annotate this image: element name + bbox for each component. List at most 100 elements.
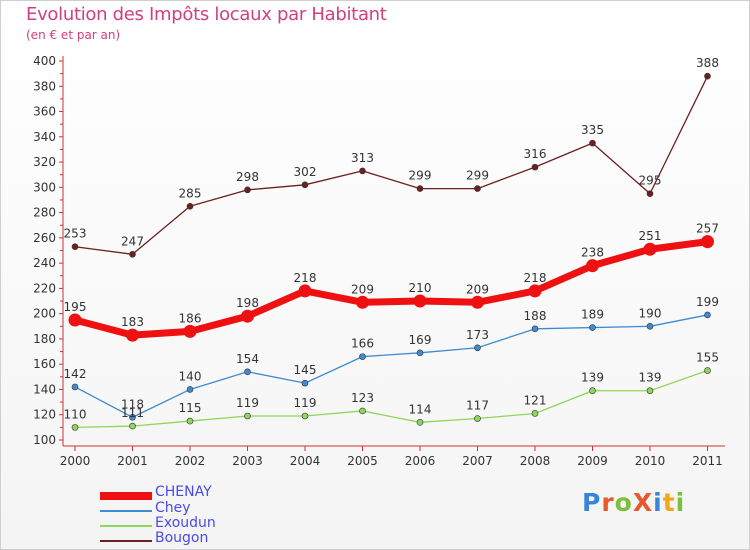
data-label-chenay: 210 bbox=[409, 281, 432, 295]
y-tick-label: 400 bbox=[33, 54, 56, 68]
x-tick-label: 2003 bbox=[232, 454, 263, 468]
data-label-chey: 142 bbox=[64, 367, 87, 381]
data-label-chenay: 238 bbox=[581, 246, 604, 260]
data-label-exoudun: 115 bbox=[179, 401, 202, 415]
data-label-chey: 190 bbox=[639, 306, 662, 320]
data-point-chey bbox=[474, 344, 481, 352]
data-label-chenay: 195 bbox=[64, 300, 87, 314]
data-point-bougon bbox=[704, 72, 711, 80]
data-point-exoudun bbox=[186, 417, 194, 425]
data-label-bougon: 298 bbox=[236, 170, 259, 184]
data-label-bougon: 316 bbox=[524, 147, 547, 161]
data-label-exoudun: 110 bbox=[64, 407, 87, 421]
y-tick-label: 300 bbox=[33, 180, 56, 194]
data-label-chey: 189 bbox=[581, 308, 604, 322]
series-line-chey bbox=[74, 314, 709, 418]
data-label-bougon: 313 bbox=[351, 151, 374, 165]
data-point-bougon bbox=[129, 250, 136, 258]
data-label-chey: 173 bbox=[466, 328, 489, 342]
x-tick-label: 2010 bbox=[635, 454, 666, 468]
data-label-exoudun: 119 bbox=[294, 396, 317, 410]
x-tick-label: 2005 bbox=[347, 454, 378, 468]
data-point-chenay bbox=[241, 309, 254, 323]
data-label-chey: 118 bbox=[121, 397, 144, 411]
data-point-exoudun bbox=[129, 422, 136, 430]
y-tick-label: 160 bbox=[33, 357, 56, 371]
chart-title: Evolution des Impôts locaux par Habitant bbox=[26, 4, 387, 25]
data-label-exoudun: 111 bbox=[121, 406, 144, 420]
data-label-exoudun: 117 bbox=[466, 399, 489, 413]
legend-swatch-exoudun bbox=[100, 525, 152, 527]
y-tick-label: 240 bbox=[33, 256, 56, 270]
y-tick-label: 180 bbox=[33, 332, 56, 346]
data-label-chenay: 209 bbox=[351, 282, 374, 296]
data-label-exoudun: 114 bbox=[409, 402, 432, 416]
data-label-chenay: 183 bbox=[121, 315, 144, 329]
logo-letter: r bbox=[601, 488, 615, 517]
data-label-chenay: 209 bbox=[466, 282, 489, 296]
x-tick-label: 2009 bbox=[577, 454, 608, 468]
data-point-exoudun bbox=[589, 387, 596, 395]
proxiti-logo: ProXiti bbox=[582, 488, 685, 517]
data-label-chey: 199 bbox=[696, 295, 719, 309]
y-tick-label: 280 bbox=[33, 206, 56, 220]
data-label-bougon: 302 bbox=[294, 165, 317, 179]
y-tick-label: 260 bbox=[33, 231, 56, 245]
legend-label-chey: Chey bbox=[155, 500, 191, 516]
logo-letter: P bbox=[582, 488, 602, 517]
data-label-chenay: 251 bbox=[639, 229, 662, 243]
data-point-exoudun bbox=[359, 407, 366, 415]
y-tick-label: 320 bbox=[33, 155, 56, 169]
x-tick-label: 2000 bbox=[60, 454, 91, 468]
data-point-exoudun bbox=[474, 415, 481, 422]
data-point-chenay bbox=[183, 324, 197, 338]
chart-subtitle: (en € et par an) bbox=[26, 28, 121, 42]
y-tick-label: 360 bbox=[33, 105, 56, 119]
data-label-chenay: 218 bbox=[294, 271, 317, 285]
data-label-chey: 166 bbox=[351, 337, 374, 351]
data-point-chey bbox=[359, 353, 366, 360]
data-point-chey bbox=[416, 349, 424, 357]
data-point-chey bbox=[301, 379, 309, 387]
legend-swatch-chey bbox=[100, 510, 152, 512]
y-tick-label: 340 bbox=[33, 130, 56, 144]
data-point-bougon bbox=[646, 190, 654, 197]
data-point-chenay bbox=[701, 235, 714, 249]
data-point-chenay bbox=[586, 259, 599, 273]
data-point-chey bbox=[646, 322, 654, 330]
data-point-chenay bbox=[413, 294, 427, 308]
x-tick-label: 2004 bbox=[290, 454, 321, 468]
data-point-chenay bbox=[643, 242, 657, 256]
data-point-exoudun bbox=[646, 387, 654, 395]
data-point-chenay bbox=[298, 284, 312, 298]
data-label-bougon: 335 bbox=[581, 123, 604, 137]
series-line-chenay bbox=[71, 238, 711, 339]
data-label-exoudun: 119 bbox=[236, 396, 259, 410]
data-point-chey bbox=[704, 311, 711, 319]
data-label-exoudun: 139 bbox=[639, 371, 662, 385]
data-label-bougon: 388 bbox=[696, 56, 719, 70]
data-point-exoudun bbox=[71, 424, 79, 431]
y-tick-label: 120 bbox=[33, 408, 56, 422]
data-point-bougon bbox=[359, 167, 366, 175]
data-label-chenay: 186 bbox=[179, 311, 202, 325]
data-point-bougon bbox=[531, 163, 539, 171]
data-point-chey bbox=[71, 383, 79, 391]
data-point-chey bbox=[531, 325, 539, 333]
legend-swatch-bougon bbox=[100, 540, 152, 542]
x-tick-label: 2008 bbox=[520, 454, 551, 468]
data-point-chey bbox=[186, 386, 194, 393]
data-label-bougon: 299 bbox=[466, 169, 489, 183]
series-line-exoudun bbox=[74, 369, 709, 429]
data-label-exoudun: 123 bbox=[351, 391, 374, 405]
data-point-bougon bbox=[301, 181, 309, 189]
data-label-bougon: 295 bbox=[639, 174, 662, 188]
logo-letter: i bbox=[653, 488, 663, 517]
legend-label-exoudun: Exoudun bbox=[155, 515, 216, 531]
data-point-chey bbox=[589, 324, 596, 331]
data-point-exoudun bbox=[416, 419, 424, 426]
data-point-exoudun bbox=[244, 412, 251, 420]
x-tick-label: 2002 bbox=[175, 454, 206, 468]
